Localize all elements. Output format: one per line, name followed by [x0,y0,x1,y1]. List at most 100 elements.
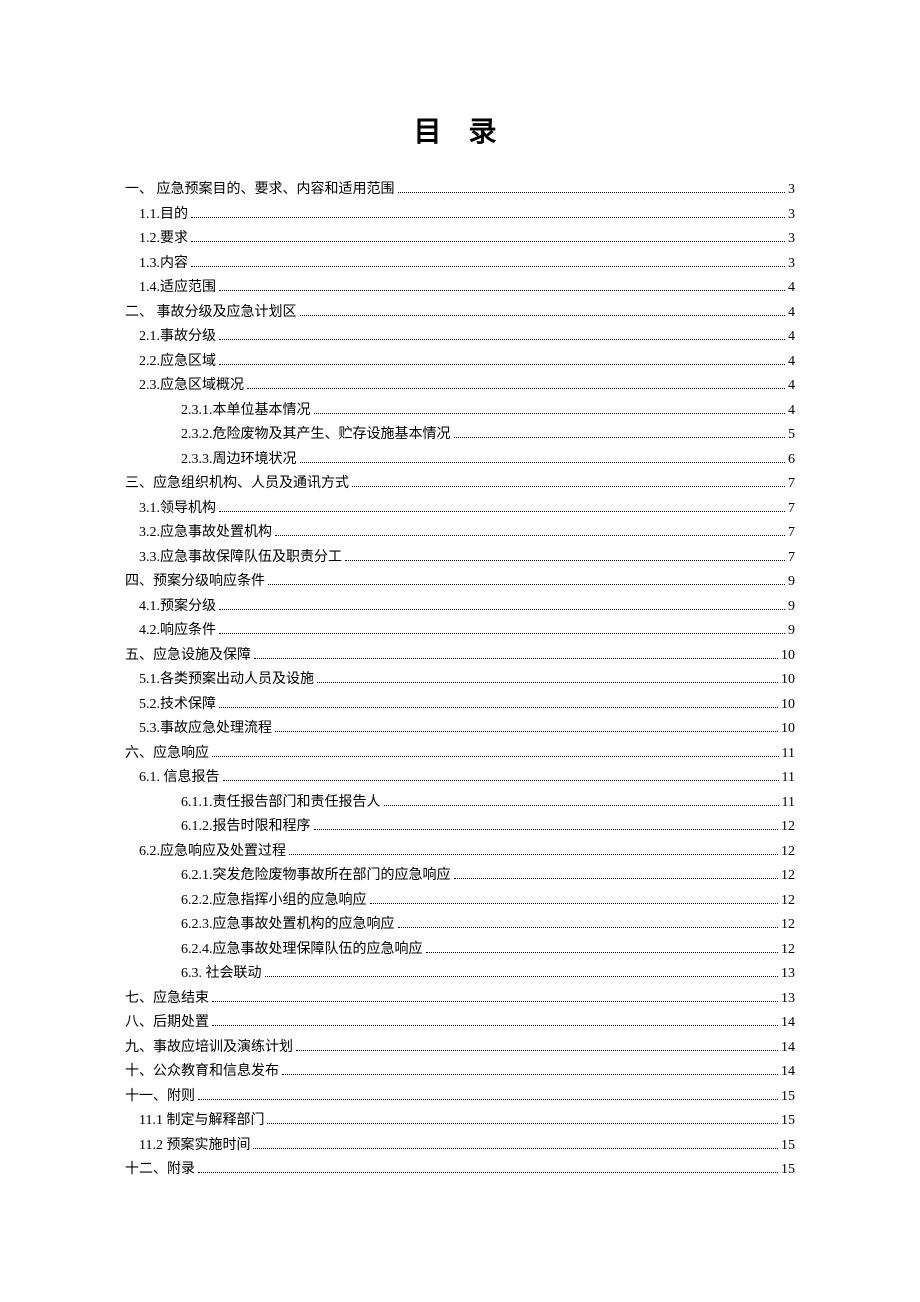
toc-entry: 6.2.3.应急事故处置机构的应急响应 12 [125,913,795,938]
toc-leader-dots [275,731,778,732]
toc-leader-dots [198,1172,778,1173]
toc-entry-label: 6.2.4.应急事故处理保障队伍的应急响应 [181,938,423,963]
toc-leader-dots [398,927,779,928]
toc-entry: 1.4.适应范围4 [125,276,795,301]
toc-leader-dots [267,1123,778,1124]
toc-entry: 二、 事故分级及应急计划区4 [125,301,795,326]
toc-leader-dots [300,462,786,463]
toc-entry: 八、后期处置14 [125,1011,795,1036]
toc-leader-dots [247,388,785,389]
toc-entry: 1.1.目的 3 [125,203,795,228]
toc-leader-dots [345,560,785,561]
toc-entry-label: 1.1.目的 [139,203,188,228]
toc-entry: 3.2.应急事故处置机构7 [125,521,795,546]
toc-title: 目 录 [125,110,795,150]
toc-entry-page: 4 [788,374,795,399]
toc-entry-page: 7 [788,497,795,522]
toc-entry-page: 3 [788,203,795,228]
toc-entry-label: 十二、附录 [125,1158,195,1183]
toc-entry-page: 4 [788,325,795,350]
toc-leader-dots [314,829,779,830]
toc-entry-page: 14 [781,1060,795,1085]
toc-entry-label: 三、应急组织机构、人员及通讯方式 [125,472,349,497]
toc-entry-page: 11 [782,791,795,816]
toc-leader-dots [219,290,785,291]
toc-entry-page: 15 [781,1134,795,1159]
toc-entry: 2.1.事故分级4 [125,325,795,350]
toc-entry: 3.3.应急事故保障队伍及职责分工 7 [125,546,795,571]
toc-leader-dots [219,339,785,340]
toc-entry: 2.2.应急区域4 [125,350,795,375]
toc-entry-label: 6.1.1.责任报告部门和责任报告人 [181,791,381,816]
toc-entry-label: 八、后期处置 [125,1011,209,1036]
toc-entry: 4.2.响应条件9 [125,619,795,644]
toc-entry-page: 5 [788,423,795,448]
toc-entry: 2.3.应急区域概况 4 [125,374,795,399]
toc-entry-label: 2.3.2.危险废物及其产生、贮存设施基本情况 [181,423,451,448]
toc-entry: 6.1.1.责任报告部门和责任报告人 11 [125,791,795,816]
toc-entry-page: 14 [781,1036,795,1061]
toc-entry-page: 13 [781,987,795,1012]
toc-entry: 六、应急响应11 [125,742,795,767]
toc-entry-label: 6.2.2.应急指挥小组的应急响应 [181,889,367,914]
toc-entry-page: 3 [788,252,795,277]
toc-entry-label: 四、预案分级响应条件 [125,570,265,595]
toc-entry-label: 6.3. 社会联动 [181,962,262,987]
toc-entry-label: 2.3.应急区域概况 [139,374,244,399]
toc-entry: 11.2 预案实施时间 15 [125,1134,795,1159]
toc-entry-label: 6.1. 信息报告 [139,766,220,791]
toc-entry-page: 12 [781,815,795,840]
toc-entry-page: 7 [788,472,795,497]
toc-leader-dots [398,192,786,193]
toc-entry-page: 7 [788,521,795,546]
toc-entry-label: 6.1.2.报告时限和程序 [181,815,311,840]
toc-leader-dots [275,535,785,536]
toc-entry-label: 5.1.各类预案出动人员及设施 [139,668,314,693]
toc-leader-dots [219,609,785,610]
toc-entry-page: 4 [788,350,795,375]
toc-entry: 3.1.领导机构7 [125,497,795,522]
toc-leader-dots [191,217,785,218]
toc-entry-label: 1.2.要求 [139,227,188,252]
toc-entry-page: 12 [781,938,795,963]
table-of-contents: 一、 应急预案目的、要求、内容和适用范围31.1.目的31.2.要求31.3.内… [125,178,795,1183]
toc-leader-dots [191,266,785,267]
toc-entry-label: 七、应急结束 [125,987,209,1012]
toc-leader-dots [454,437,786,438]
toc-entry: 九、事故应培训及演练计划14 [125,1036,795,1061]
toc-entry-page: 12 [781,913,795,938]
toc-entry: 2.3.3.周边环境状况6 [125,448,795,473]
toc-entry-label: 3.3.应急事故保障队伍及职责分工 [139,546,342,571]
toc-entry-page: 15 [781,1158,795,1183]
toc-entry-label: 6.2.3.应急事故处置机构的应急响应 [181,913,395,938]
toc-entry-page: 11 [782,766,795,791]
toc-entry-page: 13 [781,962,795,987]
toc-entry-label: 5.3.事故应急处理流程 [139,717,272,742]
toc-entry-label: 2.3.1.本单位基本情况 [181,399,311,424]
toc-leader-dots [191,241,785,242]
toc-entry: 6.2.应急响应及处置过程12 [125,840,795,865]
toc-entry: 6.2.2.应急指挥小组的应急响应 12 [125,889,795,914]
toc-entry-page: 7 [788,546,795,571]
toc-leader-dots [265,976,779,977]
toc-leader-dots [219,364,785,365]
toc-entry-label: 4.1.预案分级 [139,595,216,620]
toc-leader-dots [212,756,779,757]
toc-leader-dots [254,658,778,659]
toc-entry: 4.1.预案分级 9 [125,595,795,620]
toc-entry-page: 10 [781,668,795,693]
toc-entry-label: 11.2 预案实施时间 [139,1134,250,1159]
toc-entry-page: 9 [788,595,795,620]
toc-entry-page: 12 [781,864,795,889]
toc-entry-page: 11 [782,742,795,767]
toc-entry-label: 6.2.1.突发危险废物事故所在部门的应急响应 [181,864,451,889]
toc-entry-page: 12 [781,889,795,914]
toc-entry: 十、公众教育和信息发布14 [125,1060,795,1085]
toc-entry: 5.2.技术保障10 [125,693,795,718]
toc-entry: 2.3.2.危险废物及其产生、贮存设施基本情况 5 [125,423,795,448]
toc-entry: 十一、附则15 [125,1085,795,1110]
toc-entry-label: 五、应急设施及保障 [125,644,251,669]
toc-entry: 七、应急结束 13 [125,987,795,1012]
toc-leader-dots [219,511,785,512]
toc-entry-label: 一、 应急预案目的、要求、内容和适用范围 [125,178,395,203]
